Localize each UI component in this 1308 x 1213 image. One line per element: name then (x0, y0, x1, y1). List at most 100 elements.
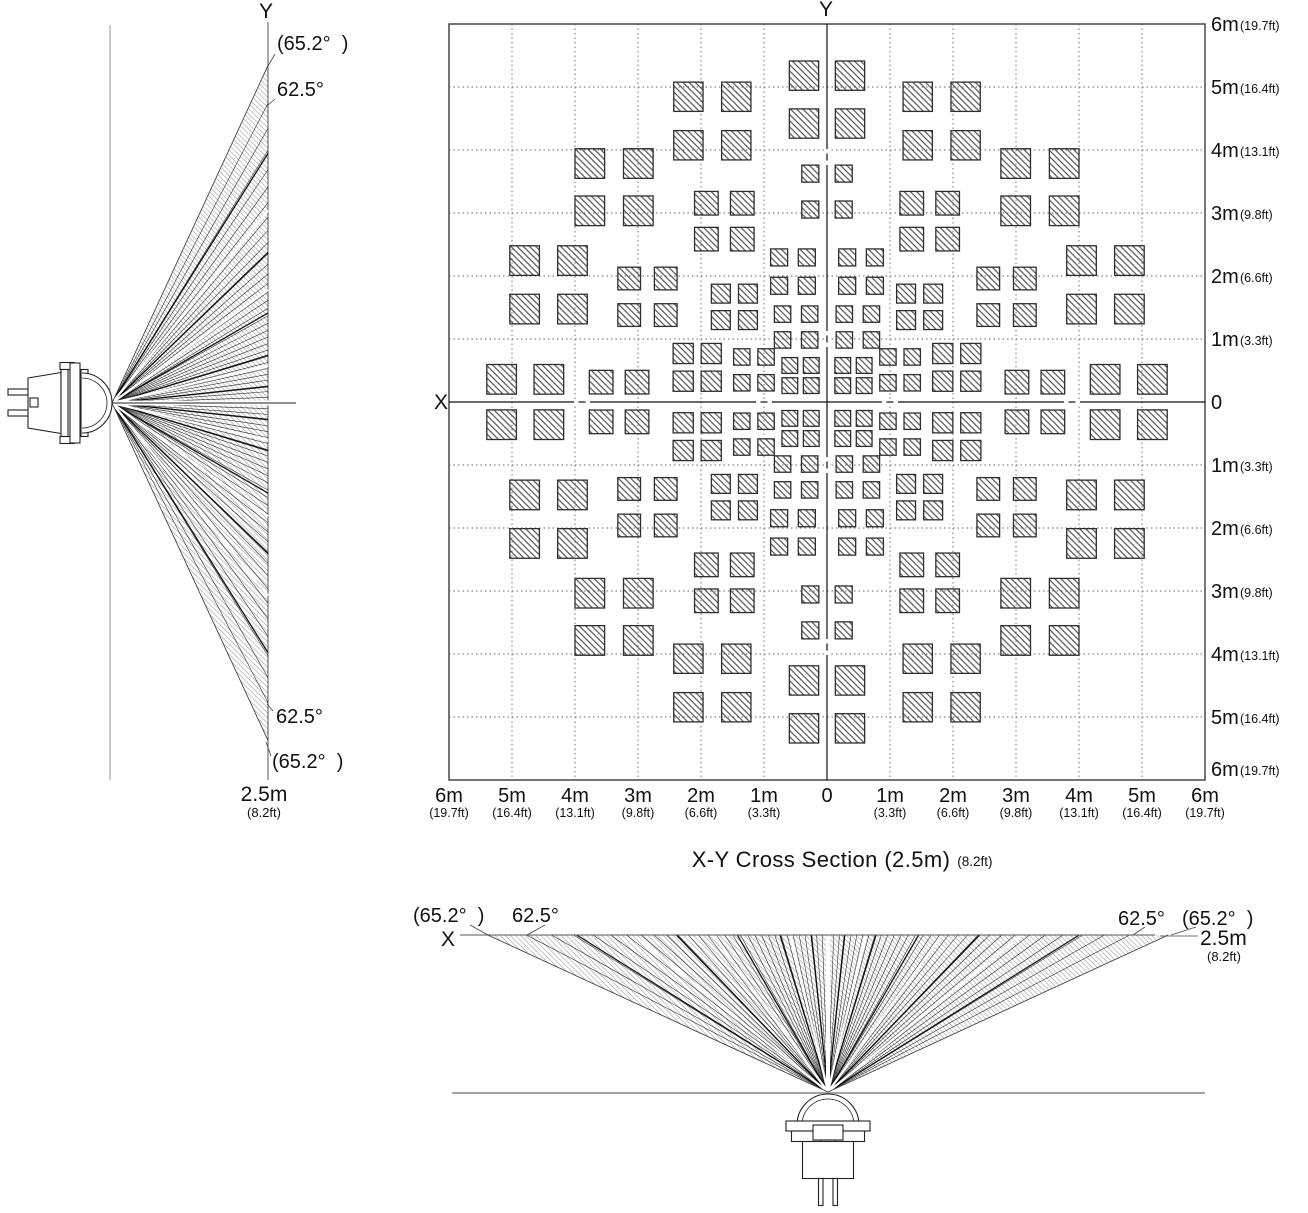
detection-zone-square (769, 248, 789, 267)
detection-zone-square (834, 356, 852, 374)
detection-zone-square (1113, 527, 1145, 559)
beam-ray (724, 934, 829, 1093)
leader-line (265, 741, 272, 757)
detection-zone-square (960, 342, 982, 365)
detection-zone-square (617, 513, 642, 538)
detection-zone-square (834, 108, 866, 139)
beam-gap (789, 934, 830, 1093)
detection-zone-square (834, 585, 853, 604)
detection-zone-square (834, 409, 852, 427)
beam-ray-strong (111, 402, 269, 421)
sensor-pin (7, 388, 31, 396)
detection-zone-square (950, 129, 981, 161)
detection-zone-square (902, 81, 934, 113)
detection-zone-square (862, 305, 881, 323)
detection-zone-square (673, 691, 704, 723)
detection-zone-square (801, 621, 820, 640)
beam-ray (798, 934, 829, 1093)
detection-zone-square (1000, 195, 1032, 227)
detection-zone-square (673, 129, 704, 161)
sensor-notch (29, 397, 39, 408)
beam-ray (111, 349, 269, 404)
detection-zone-square (1012, 513, 1037, 538)
beam-gap (826, 934, 867, 1093)
beam-ray (111, 242, 269, 404)
y-tick-ft-label: (13.1ft) (1240, 649, 1280, 663)
leader-line (469, 924, 489, 936)
detection-zone-square (737, 500, 759, 521)
detection-zone-square (903, 373, 922, 392)
beam-ray (827, 934, 852, 1093)
x-tick-ft-label: (16.4ft) (1122, 806, 1162, 820)
bottom-inner-angle-left-label: 62.5° (512, 905, 559, 927)
y-tick-ft-label: (16.4ft) (1240, 712, 1280, 726)
x-tick-label: 2m (687, 785, 715, 807)
x-tick-label: 6m (435, 785, 463, 807)
detection-zone-square (834, 713, 866, 744)
beam-ray (551, 934, 829, 1093)
axis-tick-labels: 6m(19.7ft)5m(16.4ft)4m(13.1ft)3m(9.8ft)2… (429, 14, 1279, 820)
beam-ray (111, 402, 269, 476)
detection-zone-square (622, 625, 654, 656)
beam-ray-strong (827, 934, 1080, 1093)
detection-zone-square (834, 60, 866, 91)
y-tick-ft-label: (19.7ft) (1240, 764, 1280, 778)
x-tick-ft-label: (9.8ft) (622, 806, 655, 820)
detection-zone-square (693, 226, 719, 252)
bottom-inner-angle-right-label: 62.5° (1118, 908, 1165, 930)
detection-zone-square (622, 148, 654, 180)
beam-ray (761, 934, 829, 1093)
beam-ray (111, 273, 269, 404)
x-tick-label: 4m (1065, 785, 1093, 807)
detection-zone-square (788, 665, 820, 696)
beam-ray-strong (810, 934, 829, 1093)
detection-zone-square (895, 283, 917, 304)
detection-zone-square (879, 438, 897, 456)
detection-zone-square (729, 226, 755, 252)
detection-zone-square (834, 200, 853, 219)
detection-zone-square (1048, 148, 1080, 180)
beam-gap (827, 934, 943, 1093)
detection-zone-square (865, 276, 885, 295)
detection-zone-square (800, 305, 819, 323)
beam-ray (767, 934, 829, 1093)
detection-zone-square (624, 369, 650, 395)
xy-cross-section: 6m(19.7ft)5m(16.4ft)4m(13.1ft)3m(9.8ft)2… (429, 0, 1279, 872)
side-beam-rays (111, 103, 269, 703)
detection-zone-square (1004, 369, 1030, 395)
beam-boundary-right (827, 934, 1169, 1093)
detection-zone-square (781, 356, 799, 374)
detection-zone-square (1000, 625, 1032, 656)
beam-ray (111, 322, 269, 404)
detection-zone-square (773, 455, 792, 473)
beam-ray (827, 934, 889, 1093)
detection-zone-square (802, 430, 820, 448)
beam-ray (111, 169, 269, 404)
detection-zone-square (673, 81, 704, 113)
beam-ray (732, 934, 829, 1093)
detection-zone-square (802, 377, 820, 395)
beam-ray (827, 934, 902, 1093)
y-tick-ft-label: (13.1ft) (1240, 145, 1280, 159)
sensor-pin (7, 409, 31, 417)
detection-zone-square (1136, 363, 1168, 395)
sensor-pin (817, 1177, 824, 1207)
leader-line (1170, 926, 1197, 936)
beam-ray (111, 343, 269, 404)
detection-zone-square (574, 195, 606, 227)
beam-ray (653, 934, 829, 1093)
detection-zone-square (899, 226, 925, 252)
detection-zone-square (800, 331, 819, 349)
detection-zone-square (935, 552, 961, 578)
detection-zone-square (617, 476, 642, 501)
detection-zone-square (509, 479, 541, 511)
beam-ray (827, 934, 932, 1093)
detection-zone-square (838, 276, 857, 295)
detection-zone-square (533, 363, 565, 395)
detection-zone-square (737, 473, 759, 495)
x-tick-ft-label: (19.7ft) (429, 806, 469, 820)
x-tick-ft-label: (13.1ft) (1059, 806, 1099, 820)
detection-zone-square (788, 60, 820, 91)
detection-zone-square (710, 473, 731, 495)
detection-zone-square (835, 455, 854, 473)
